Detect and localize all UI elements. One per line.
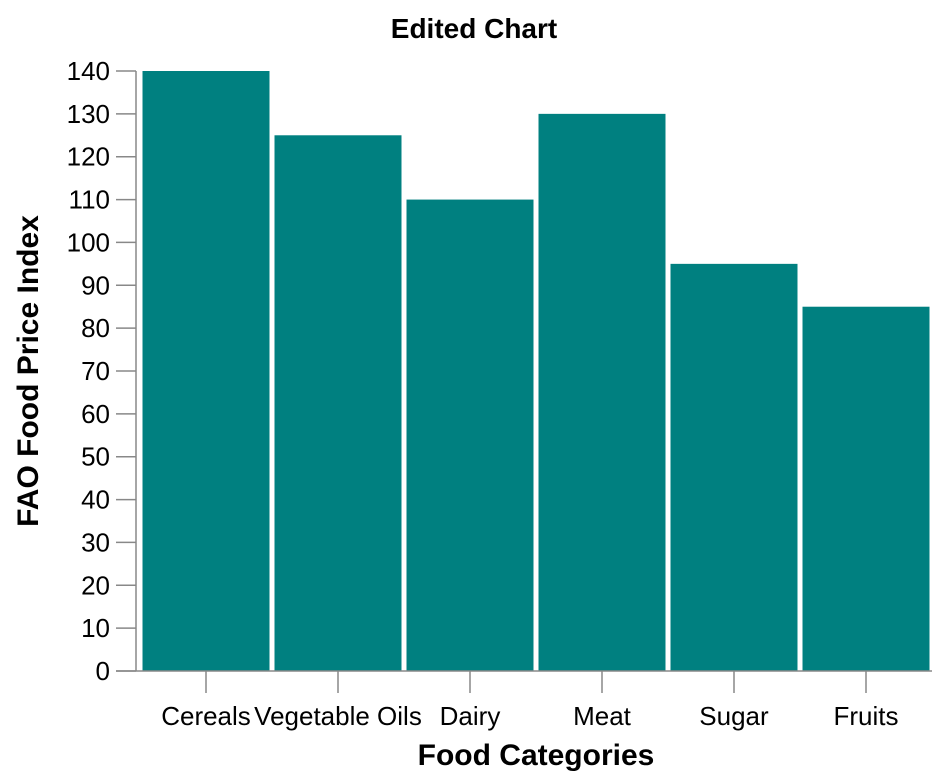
y-tick-label: 120 [67,142,110,172]
y-tick-label: 40 [81,485,110,515]
x-tick-label: Vegetable Oils [254,701,422,731]
x-tick-label: Fruits [834,701,899,731]
y-axis: 0 10 20 30 40 50 60 70 80 90 100 110 120 130 140 [67,56,137,686]
y-tick-label: 100 [67,227,110,257]
y-tick-label: 50 [81,442,110,472]
x-axis-title: Food Categories [418,739,655,772]
y-tick-label: 140 [67,56,110,86]
bar [802,306,930,671]
bars [142,71,930,672]
y-tick-label: 10 [81,613,110,643]
bar [142,71,270,671]
x-tick-label: Meat [573,701,632,731]
y-tick-label: 30 [81,527,110,557]
bar [406,199,534,672]
y-tick-label: 0 [96,656,110,686]
y-tick-label: 60 [81,399,110,429]
y-tick-label: 80 [81,313,110,343]
y-tick-label: 20 [81,570,110,600]
bar [538,113,666,672]
x-tick-label: Cereals [161,701,251,731]
x-axis: Cereals Vegetable Oils Dairy Meat Sugar Fruit… [116,670,932,731]
y-tick-label: 110 [69,185,110,215]
bar [670,263,798,671]
x-tick-label: Sugar [699,701,769,731]
bar [274,135,402,672]
y-tick-label: 70 [81,356,110,386]
y-axis-title: FAO Food Price Index [12,215,45,527]
x-tick-label: Dairy [440,701,501,731]
chart-title: Edited Chart [391,13,557,44]
y-tick-label: 130 [67,99,110,129]
y-tick-label: 90 [81,270,110,300]
